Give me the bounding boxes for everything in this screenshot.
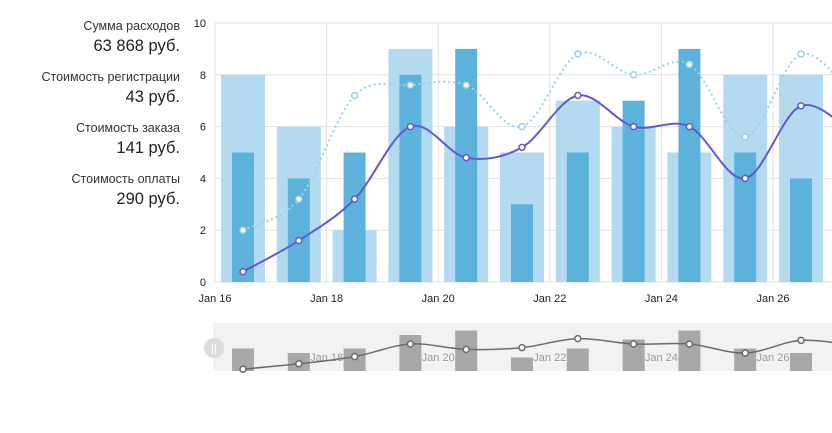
bar-dark — [511, 204, 533, 282]
navigator-drag-handle[interactable] — [204, 338, 224, 358]
axes: 0 2 4 6 8 10 Jan 16 Jan 18 Jan 20 Jan 22 Jan 24 Jan… — [194, 18, 790, 305]
stat-value: 290 руб. — [116, 190, 180, 208]
navigator-tick-label: Jan 26 — [756, 352, 789, 364]
navigator-bar — [511, 357, 533, 371]
stat-payment-cost: Стоимость оплаты 290 руб. — [0, 171, 180, 210]
stat-value: 141 руб. — [116, 139, 180, 157]
stat-label: Сумма расходов — [83, 19, 180, 33]
navigator-bar — [734, 348, 757, 371]
stat-value: 43 руб. — [125, 88, 180, 106]
point-solid — [406, 122, 415, 131]
y-tick-label: 0 — [200, 277, 206, 289]
stat-label: Стоимость заказа — [76, 121, 180, 135]
stat-label: Стоимость оплаты — [71, 172, 180, 186]
navigator-point — [518, 343, 526, 352]
point-solid — [685, 122, 694, 131]
point-dotted — [629, 71, 638, 79]
navigator-tick-label: Jan 22 — [533, 352, 566, 364]
bar-dark — [678, 48, 701, 283]
navigator[interactable]: Jan 18 Jan 20 Jan 22 Jan 24 Jan 26|| — [204, 323, 832, 373]
x-tick-label: Jan 26 — [756, 293, 789, 305]
point-dotted — [462, 81, 470, 89]
bar-dark — [566, 152, 589, 282]
bar-series — [221, 48, 823, 283]
navigator-tick-label: Jan 24 — [645, 352, 678, 364]
navigator-bar — [678, 330, 701, 371]
y-tick-label: 8 — [200, 70, 206, 82]
navigator-point — [295, 360, 303, 368]
navigator-point — [797, 336, 805, 345]
point-dotted — [685, 60, 694, 69]
point-solid — [518, 143, 526, 152]
navigator-bar — [790, 353, 812, 371]
stats-panel: Сумма расходов 63 868 руб. Стоимость рег… — [0, 18, 180, 222]
point-solid — [295, 236, 303, 245]
point-solid — [239, 267, 247, 276]
x-tick-label: Jan 22 — [533, 293, 566, 305]
line-series — [239, 50, 832, 276]
bar-dark — [232, 152, 254, 282]
x-tick-label: Jan 16 — [198, 293, 231, 305]
point-solid — [741, 174, 749, 183]
navigator-bar — [622, 339, 645, 371]
point-solid — [462, 153, 470, 162]
y-tick-label: 10 — [194, 18, 206, 30]
point-dotted — [406, 81, 415, 89]
bar-dark — [399, 74, 422, 282]
bar-dark — [734, 152, 757, 282]
point-solid — [629, 122, 638, 131]
x-tick-label: Jan 18 — [310, 293, 343, 305]
bar-dark — [343, 152, 366, 282]
bar-dark — [622, 100, 645, 282]
stat-label: Стоимость регистрации — [41, 70, 180, 84]
navigator-point — [462, 345, 470, 354]
navigator-line — [242, 337, 832, 370]
line-dotted — [242, 51, 832, 232]
navigator-point — [685, 340, 694, 348]
point-dotted — [295, 195, 303, 203]
point-dotted — [350, 91, 359, 100]
point-dotted — [797, 50, 805, 58]
bar-dark — [790, 178, 812, 282]
y-tick-label: 2 — [200, 225, 206, 237]
point-dotted — [574, 50, 582, 58]
y-tick-label: 4 — [200, 173, 206, 185]
navigator-handle-grip: || — [211, 343, 217, 355]
point-dotted — [239, 226, 247, 234]
navigator-point — [741, 349, 749, 357]
navigator-point — [574, 334, 582, 343]
point-dotted — [741, 133, 749, 141]
stat-total-spend: Сумма расходов 63 868 руб. — [0, 18, 180, 57]
navigator-point — [350, 352, 359, 361]
stat-value: 63 868 руб. — [93, 37, 180, 55]
x-tick-label: Jan 24 — [645, 293, 678, 305]
bar-dark — [455, 48, 478, 283]
stat-registration-cost: Стоимость регистрации 43 руб. — [0, 69, 180, 108]
stat-order-cost: Стоимость заказа 141 руб. — [0, 120, 180, 159]
point-solid — [350, 195, 359, 203]
x-tick-label: Jan 20 — [422, 293, 455, 305]
navigator-point — [629, 340, 638, 348]
navigator-tick-label: Jan 20 — [422, 352, 455, 364]
point-dotted — [518, 122, 526, 131]
navigator-bar — [232, 348, 254, 371]
point-solid — [797, 102, 805, 110]
navigator-point — [239, 365, 247, 373]
y-tick-label: 6 — [200, 122, 206, 134]
navigator-bar — [566, 348, 589, 371]
point-solid — [574, 91, 582, 100]
bar-dark — [287, 178, 310, 282]
navigator-point — [406, 340, 415, 348]
